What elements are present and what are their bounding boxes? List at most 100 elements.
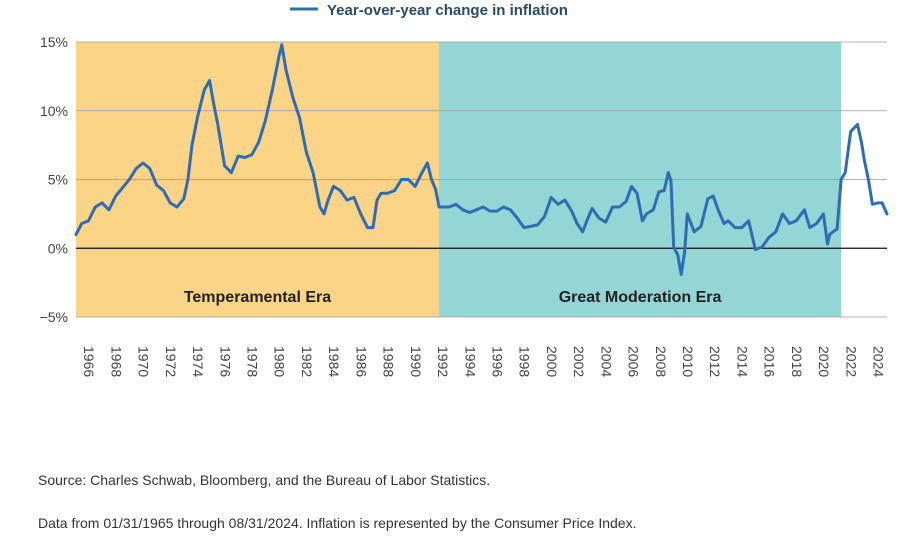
x-tick-label: 2014: [734, 346, 750, 377]
data-point: [430, 178, 433, 181]
x-tick-label: 1996: [489, 346, 505, 377]
x-tick-label: 1972: [163, 346, 179, 377]
data-point: [570, 210, 573, 212]
x-tick-label: 2018: [789, 346, 805, 377]
x-tick-label: 1978: [245, 346, 261, 377]
data-point: [376, 199, 378, 201]
data-point: [94, 206, 97, 208]
data-point: [407, 178, 410, 181]
data-point: [75, 233, 77, 236]
data-point: [677, 254, 679, 256]
x-tick-label: 1990: [408, 346, 424, 377]
data-point: [686, 213, 689, 215]
x-tick-label: 1992: [435, 346, 451, 377]
x-tick-label: 1982: [299, 346, 315, 377]
data-point: [421, 171, 423, 174]
data-point: [863, 159, 866, 161]
x-tick-label: 2020: [816, 346, 832, 377]
data-point: [717, 210, 720, 212]
data-point: [683, 251, 686, 254]
region-label-temperamental-era: Temperamental Era: [184, 289, 331, 306]
data-point: [203, 89, 205, 91]
data-point: [788, 222, 791, 225]
data-point: [366, 226, 369, 229]
x-tick-label: 2022: [843, 346, 859, 377]
data-point: [187, 178, 189, 181]
data-point: [80, 222, 83, 225]
data-point: [393, 189, 396, 192]
x-tick-label: 1986: [353, 346, 369, 377]
x-tick-label: 1980: [272, 346, 288, 377]
data-point: [557, 203, 559, 206]
data-point: [707, 198, 709, 200]
data-point: [747, 220, 750, 222]
data-point: [652, 209, 655, 211]
data-point: [754, 248, 757, 251]
data-point: [680, 273, 682, 276]
y-tick-label: 5%: [48, 172, 68, 188]
data-point: [135, 167, 137, 170]
data-point: [230, 171, 233, 174]
data-point: [291, 96, 294, 98]
data-point: [768, 236, 770, 239]
x-tick-label: 1984: [326, 346, 342, 377]
data-point: [849, 130, 852, 133]
data-point: [645, 213, 648, 215]
x-tick-label: 2024: [871, 346, 887, 377]
series-line-inflation: [74, 43, 889, 276]
x-tick-label: 1968: [108, 346, 124, 377]
data-point: [468, 211, 471, 214]
x-tick-label: 2010: [680, 346, 696, 377]
data-point: [815, 222, 818, 225]
x-tick-label: 2002: [571, 346, 587, 377]
x-tick-label: 2004: [598, 346, 614, 377]
data-point: [803, 209, 806, 211]
data-point: [121, 187, 124, 189]
data-point: [237, 155, 239, 157]
data-point: [482, 206, 485, 208]
data-point: [822, 213, 825, 215]
data-point: [448, 206, 451, 208]
data-point: [475, 209, 478, 211]
data-point: [298, 116, 301, 119]
data-point: [867, 178, 870, 181]
data-point: [844, 171, 846, 174]
data-point: [319, 206, 321, 208]
data-point: [372, 226, 374, 229]
data-point: [149, 167, 151, 170]
data-point: [693, 231, 695, 233]
data-point: [636, 192, 638, 195]
data-point: [114, 195, 117, 197]
data-point: [281, 44, 283, 46]
x-tick-label: 1976: [217, 346, 233, 377]
x-tick-label: 1974: [190, 346, 206, 377]
data-point: [530, 225, 532, 228]
series-layer: [74, 43, 889, 276]
data-point: [761, 246, 763, 248]
data-point: [832, 231, 834, 233]
data-point: [598, 217, 600, 219]
data-point: [223, 165, 226, 167]
data-point: [441, 206, 444, 208]
data-point: [251, 153, 253, 156]
y-tick-label: 15%: [40, 34, 68, 50]
data-point: [611, 206, 614, 208]
data-point: [400, 178, 403, 181]
data-point: [826, 243, 829, 245]
data-point: [169, 202, 171, 204]
data-point: [670, 180, 672, 182]
data-point: [502, 206, 505, 208]
data-point: [723, 222, 725, 225]
data-point: [591, 207, 593, 210]
data-point: [387, 192, 389, 195]
data-point: [87, 220, 90, 222]
data-point: [564, 199, 566, 201]
data-point: [871, 203, 874, 206]
data-point: [312, 171, 314, 174]
y-axis-ticks: 15% 10% 5% 0% −5%: [40, 34, 68, 325]
data-point: [641, 220, 644, 222]
data-point: [795, 220, 797, 222]
data-point: [162, 189, 165, 192]
x-tick-label: 2008: [653, 346, 669, 377]
x-axis-ticks: 1966 1968 1970 1972 1974 1976 1978 1980 1982 1984…: [81, 346, 886, 377]
